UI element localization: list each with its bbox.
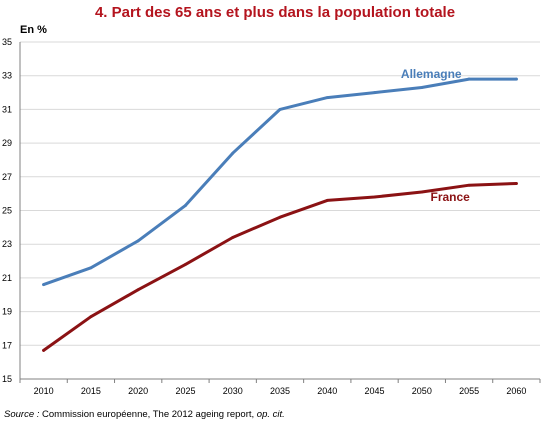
axes xyxy=(19,42,541,383)
data-point-france-2020 xyxy=(136,288,140,292)
data-point-france-2045 xyxy=(373,195,376,199)
series-label-allemagne: Allemagne xyxy=(401,67,462,81)
y-axis-unit-label: En % xyxy=(20,24,47,36)
series-label-france: France xyxy=(431,190,471,204)
source-text: Commission européenne, The 2012 ageing r… xyxy=(39,409,257,420)
data-point-france-2040 xyxy=(325,198,329,202)
y-tick-label-25: 25 xyxy=(2,206,12,216)
data-point-france-2010 xyxy=(42,348,46,352)
data-point-allemagne-2015 xyxy=(89,266,93,270)
series-line-france xyxy=(42,182,518,352)
data-point-france-2030 xyxy=(231,236,235,239)
data-point-france-2025 xyxy=(184,263,187,266)
series-lines xyxy=(42,77,518,352)
x-tick-label-2060: 2060 xyxy=(506,386,526,396)
x-tick-label-2020: 2020 xyxy=(128,386,148,396)
y-tick-label-33: 33 xyxy=(2,71,12,81)
source-prefix: Source : xyxy=(4,409,40,420)
source-note: Source : Commission européenne, The 2012… xyxy=(4,409,285,420)
x-tick-label-2035: 2035 xyxy=(270,386,290,396)
x-tick-label-2025: 2025 xyxy=(175,386,195,396)
y-tick-label-21: 21 xyxy=(2,273,12,283)
chart-title: 4. Part des 65 ans et plus dans la popul… xyxy=(94,4,456,21)
y-tick-label-23: 23 xyxy=(2,239,12,249)
y-tick-label-31: 31 xyxy=(2,104,12,114)
data-point-allemagne-2040 xyxy=(325,96,329,100)
data-point-allemagne-2045 xyxy=(373,91,376,94)
data-point-allemagne-2030 xyxy=(231,151,235,155)
data-point-allemagne-2010 xyxy=(42,283,46,287)
data-point-allemagne-2035 xyxy=(278,108,282,111)
data-point-france-2015 xyxy=(89,315,93,319)
data-point-france-2035 xyxy=(278,215,282,219)
source-reference: op. cit. xyxy=(256,409,285,420)
x-tick-label-2045: 2045 xyxy=(365,386,385,396)
y-tick-label-29: 29 xyxy=(2,138,12,148)
y-tick-label-27: 27 xyxy=(2,172,12,182)
data-point-france-2060 xyxy=(514,182,518,185)
y-tick-label-35: 35 xyxy=(2,37,12,47)
data-point-france-2055 xyxy=(467,183,471,187)
data-point-allemagne-2050 xyxy=(420,86,424,89)
labels: 15 17 19 21 23 25 27 29 31 33 35 2010 2015 2020 2025 20… xyxy=(2,37,526,396)
y-tick-label-19: 19 xyxy=(2,307,12,317)
x-tick-label-2055: 2055 xyxy=(459,386,479,396)
data-point-allemagne-2060 xyxy=(514,77,518,81)
data-point-france-2050 xyxy=(420,190,424,194)
data-point-allemagne-2025 xyxy=(184,204,187,207)
x-tick-label-2010: 2010 xyxy=(34,386,54,396)
x-tick-label-2040: 2040 xyxy=(317,386,337,396)
data-point-allemagne-2020 xyxy=(136,239,140,243)
y-tick-label-15: 15 xyxy=(2,374,12,384)
x-tick-label-2015: 2015 xyxy=(81,386,101,396)
gridlines xyxy=(20,41,540,346)
y-tick-label-17: 17 xyxy=(2,340,12,350)
x-tick-label-2030: 2030 xyxy=(223,386,243,396)
data-point-allemagne-2055 xyxy=(467,77,471,81)
x-tick-label-2050: 2050 xyxy=(412,386,432,396)
